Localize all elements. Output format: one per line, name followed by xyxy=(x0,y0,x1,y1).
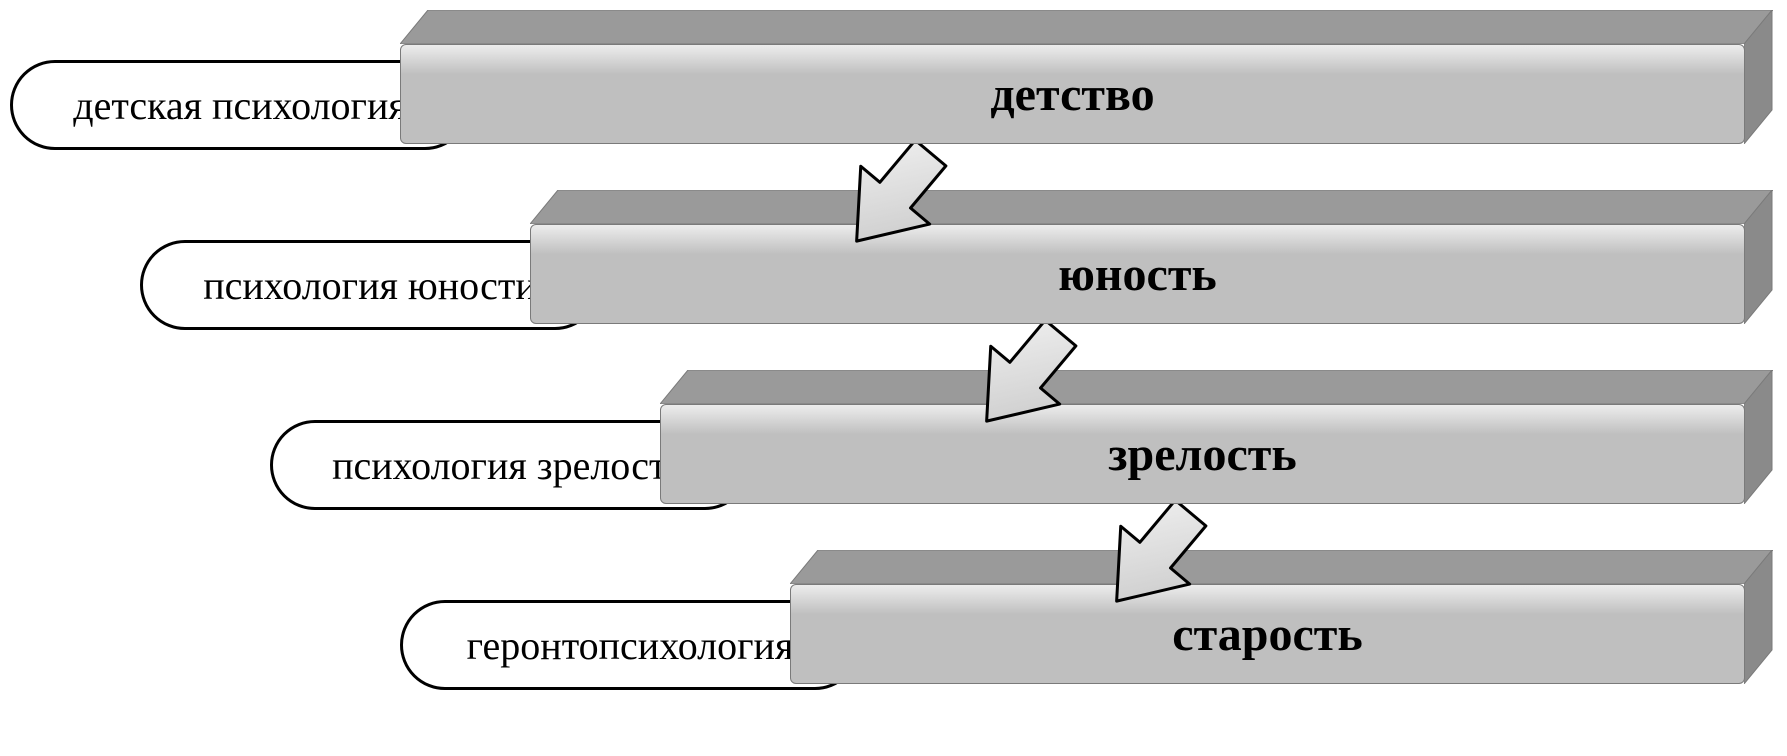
flow-arrow-icon xyxy=(1082,504,1212,624)
diagram-stage: детская психология психология юности психо… xyxy=(0,0,1787,756)
stage-bar: детство xyxy=(400,10,1773,144)
stage-bar-label: юность xyxy=(1058,247,1217,302)
stage-bar-front: старость xyxy=(790,584,1745,684)
stage-bar: старость xyxy=(790,550,1773,684)
flow-arrow-icon xyxy=(952,324,1082,444)
stage-bar-front: юность xyxy=(530,224,1745,324)
stage-bar: юность xyxy=(530,190,1773,324)
discipline-label: геронтопсихология xyxy=(467,622,794,669)
stage-bar: зрелость xyxy=(660,370,1773,504)
stage-bar-label: зрелость xyxy=(1108,427,1296,482)
discipline-label: психология юности xyxy=(203,262,537,309)
stage-bar-front: детство xyxy=(400,44,1745,144)
stage-bar-front: зрелость xyxy=(660,404,1745,504)
flow-arrow-icon xyxy=(822,144,952,264)
discipline-label: психология зрелости xyxy=(332,442,688,489)
discipline-label: детская психология xyxy=(73,82,407,129)
stage-bar-label: детство xyxy=(990,67,1154,122)
